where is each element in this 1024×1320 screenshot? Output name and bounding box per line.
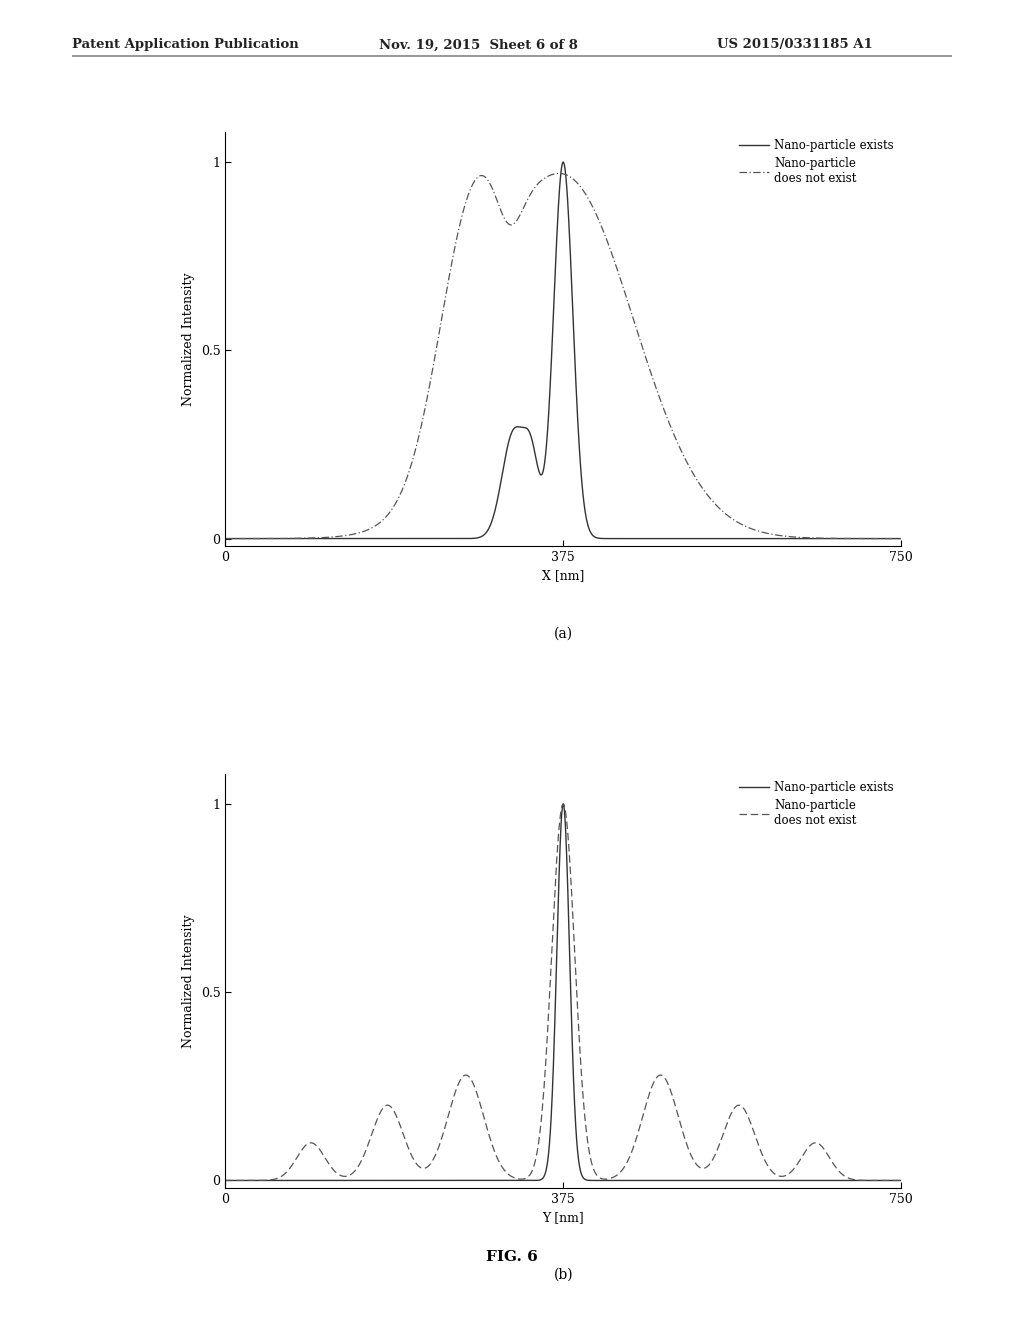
Legend: Nano-particle exists, Nano-particle
does not exist: Nano-particle exists, Nano-particle does… <box>734 135 899 190</box>
Text: Nov. 19, 2015  Sheet 6 of 8: Nov. 19, 2015 Sheet 6 of 8 <box>379 38 578 51</box>
Text: US 2015/0331185 A1: US 2015/0331185 A1 <box>717 38 872 51</box>
Y-axis label: Normalized Intensity: Normalized Intensity <box>182 915 196 1048</box>
Text: FIG. 6: FIG. 6 <box>486 1250 538 1263</box>
Legend: Nano-particle exists, Nano-particle
does not exist: Nano-particle exists, Nano-particle does… <box>734 776 899 832</box>
Y-axis label: Normalized Intensity: Normalized Intensity <box>182 272 196 405</box>
Text: (a): (a) <box>554 626 572 640</box>
Text: (b): (b) <box>553 1269 573 1282</box>
Text: Patent Application Publication: Patent Application Publication <box>72 38 298 51</box>
X-axis label: X [nm]: X [nm] <box>542 569 585 582</box>
X-axis label: Y [nm]: Y [nm] <box>543 1212 584 1225</box>
